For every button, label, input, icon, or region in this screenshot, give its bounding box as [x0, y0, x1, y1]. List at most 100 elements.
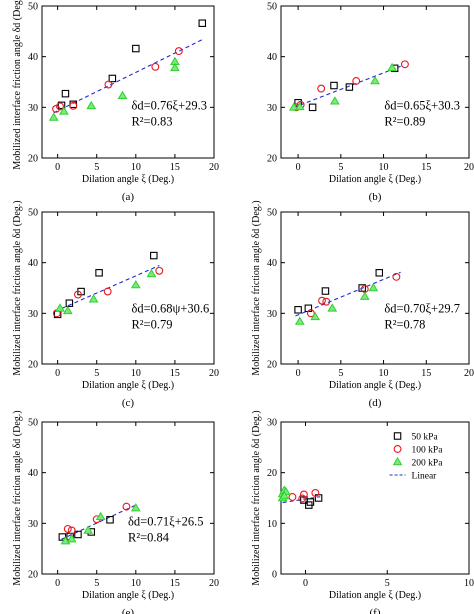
data-point-200kpa — [294, 101, 305, 111]
data-point-200kpa — [170, 62, 180, 72]
y-tick-label: 40 — [28, 52, 38, 63]
data-point-100kpa — [311, 488, 320, 497]
data-point-50kpa — [321, 287, 330, 295]
y-axis-label: Mobilized interface friction angle δd (D… — [251, 200, 262, 375]
data-point-200kpa — [327, 303, 338, 312]
x-tick-label: 15 — [170, 368, 180, 379]
data-point-50kpa — [74, 530, 82, 539]
legend: 50 kPa 100 kPa 200 kPa Linear — [389, 432, 444, 482]
data-point-200kpa — [146, 268, 157, 278]
data-point-200kpa — [83, 525, 94, 534]
x-tick-label: 15 — [421, 162, 431, 173]
x-tick-label: 20 — [464, 162, 474, 173]
y-tick-label: 20 — [267, 154, 277, 165]
y-tick-label: 40 — [28, 258, 38, 269]
data-point-100kpa — [67, 526, 76, 535]
x-tick-label: 10 — [464, 578, 474, 589]
data-point-100kpa — [56, 102, 64, 111]
data-point-50kpa — [150, 251, 158, 260]
y-tick-label: 30 — [267, 309, 277, 320]
y-tick-label: 40 — [28, 468, 38, 479]
data-point-100kpa — [288, 493, 297, 501]
data-point-200kpa — [387, 62, 397, 72]
data-point-200kpa — [368, 283, 379, 292]
y-tick-label: 50 — [28, 208, 38, 219]
data-point-100kpa — [298, 494, 307, 503]
x-axis-label: Dilation angle ξ (Deg.) — [329, 590, 421, 601]
series-50kpa — [294, 64, 399, 112]
x-tick-label: 10 — [131, 162, 141, 173]
data-point-100kpa — [63, 524, 72, 533]
x-tick-label: 0 — [55, 368, 60, 379]
data-point-50kpa — [375, 269, 384, 277]
x-tick-label: 0 — [55, 578, 60, 589]
data-point-100kpa — [52, 104, 61, 113]
data-point-200kpa — [66, 534, 77, 543]
data-point-50kpa — [106, 516, 114, 524]
data-point-200kpa — [359, 291, 370, 300]
x-tick-label: 15 — [421, 368, 431, 379]
y-tick-label: 20 — [28, 570, 38, 581]
x-tick-label: 5 — [385, 578, 390, 589]
panel-label: (e) — [122, 607, 135, 614]
data-point-200kpa — [392, 457, 403, 466]
data-point-100kpa — [299, 490, 308, 499]
data-point-100kpa — [69, 101, 78, 110]
y-tick-label: 50 — [267, 208, 277, 219]
data-point-200kpa — [88, 294, 99, 303]
data-point-200kpa — [329, 96, 340, 105]
data-point-200kpa — [59, 106, 69, 115]
x-axis-label: Dilation angle ξ (Deg.) — [329, 174, 421, 185]
data-point-100kpa — [322, 297, 331, 306]
data-point-100kpa — [392, 272, 401, 281]
x-tick-label: 5 — [338, 368, 343, 379]
data-point-200kpa — [95, 511, 106, 521]
data-point-50kpa — [95, 269, 103, 277]
x-tick-label: 20 — [209, 578, 219, 589]
linear-fit-line — [293, 65, 401, 108]
data-point-100kpa — [103, 287, 112, 296]
data-point-100kpa — [74, 290, 82, 299]
x-tick-label: 0 — [55, 162, 60, 173]
fit-r-squared: R²=0.78 — [384, 317, 425, 331]
data-point-200kpa — [117, 90, 128, 99]
y-axis-label: Mobilized interface friction angle δd (D… — [12, 410, 23, 585]
x-tick-label: 5 — [94, 162, 99, 173]
chart-panel-e: 0 5 10 15 20 20 30 40 50 Dilation angle ξ (Deg.) M… — [12, 410, 219, 614]
y-tick-label: 20 — [28, 154, 38, 165]
data-point-100kpa — [155, 266, 164, 275]
y-tick-label: 30 — [28, 519, 38, 530]
x-tick-label: 15 — [170, 162, 180, 173]
plot-frame — [41, 5, 215, 159]
data-point-50kpa — [108, 74, 117, 83]
series-50kpa — [294, 269, 384, 314]
data-point-100kpa — [400, 60, 409, 69]
y-tick-label: 40 — [267, 258, 277, 269]
fit-r-squared: R²=0.89 — [384, 114, 425, 128]
y-tick-label: 50 — [28, 418, 38, 429]
data-point-50kpa — [61, 89, 70, 98]
data-point-100kpa — [393, 445, 402, 453]
fit-r-squared: R²=0.83 — [131, 114, 172, 128]
series-200kpa — [288, 62, 397, 111]
plot-frame — [41, 211, 215, 365]
y-tick-label: 30 — [267, 418, 277, 429]
legend-label: Linear — [412, 472, 438, 482]
x-tick-label: 20 — [209, 162, 219, 173]
x-tick-label: 20 — [209, 368, 219, 379]
x-tick-label: 0 — [296, 162, 301, 173]
data-point-50kpa — [393, 432, 402, 440]
x-tick-label: 5 — [94, 578, 99, 589]
data-point-50kpa — [308, 103, 317, 112]
series-100kpa — [288, 488, 320, 503]
chart-panel-f: 0 5 10 0 10 20 30 Dilation angle ξ (Deg.) Mobili… — [251, 410, 474, 614]
y-tick-label: 0 — [272, 570, 277, 581]
data-point-50kpa — [57, 101, 66, 110]
x-axis-label: Dilation angle ξ (Deg.) — [82, 590, 174, 601]
y-tick-label: 50 — [267, 2, 277, 13]
legend-label: 100 kPa — [412, 446, 444, 456]
fit-r-squared: R²=0.79 — [131, 317, 172, 331]
data-point-200kpa — [279, 490, 290, 500]
x-tick-label: 0 — [296, 368, 301, 379]
